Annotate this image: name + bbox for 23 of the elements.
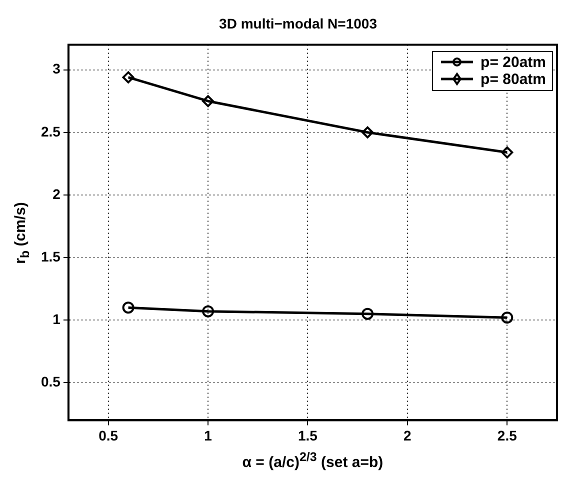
point <box>362 126 374 138</box>
legend-label: p= 80atm <box>480 70 546 88</box>
legend-label: p= 20atm <box>480 54 546 71</box>
x-tick-label: 0.5 <box>98 427 118 444</box>
x-tick-label: 1 <box>204 427 212 444</box>
point <box>501 312 514 324</box>
x-axis-title: α = (a/c)$^{2/3}$ (set a=b) <box>241 450 384 471</box>
y-tick-label: 2 <box>52 186 61 202</box>
chart-title: 3D multi−modal N=1003 <box>219 15 378 32</box>
point <box>202 305 214 318</box>
x-tick-label: 2 <box>404 427 412 444</box>
x-tick-label: 2.5 <box>497 427 518 444</box>
point <box>501 146 514 158</box>
y-tick-label: 2.5 <box>40 123 61 140</box>
point <box>362 308 374 320</box>
y-tick-label: 1 <box>52 310 61 327</box>
y-tick-label: 1.5 <box>40 248 61 264</box>
y-tick-label: 0.5 <box>40 374 61 390</box>
point <box>122 302 134 314</box>
y-tick-label: 3 <box>52 60 61 77</box>
point <box>202 95 214 108</box>
point <box>122 71 134 84</box>
x-tick-label: 1.5 <box>298 427 318 444</box>
